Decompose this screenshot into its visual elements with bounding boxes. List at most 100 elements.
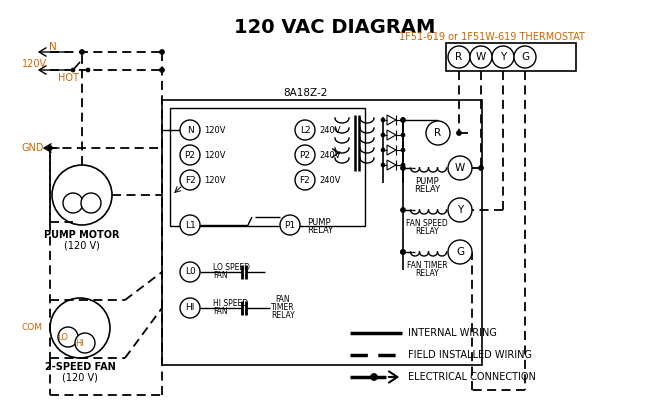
Circle shape xyxy=(381,133,385,137)
Circle shape xyxy=(295,145,315,165)
Circle shape xyxy=(371,373,377,380)
Circle shape xyxy=(401,249,405,254)
Circle shape xyxy=(71,68,75,72)
Text: LO SPEED: LO SPEED xyxy=(213,262,250,272)
Text: PUMP MOTOR: PUMP MOTOR xyxy=(44,230,120,240)
Text: TIMER: TIMER xyxy=(271,303,295,313)
Circle shape xyxy=(63,193,83,213)
Text: L1: L1 xyxy=(185,220,196,230)
Text: W: W xyxy=(455,163,465,173)
Circle shape xyxy=(180,145,200,165)
Circle shape xyxy=(448,240,472,264)
Text: RELAY: RELAY xyxy=(415,269,439,277)
Text: P2: P2 xyxy=(299,150,310,160)
Text: INTERNAL WIRING: INTERNAL WIRING xyxy=(408,328,497,338)
Circle shape xyxy=(381,148,385,152)
Bar xyxy=(170,108,365,226)
Circle shape xyxy=(52,165,112,225)
Polygon shape xyxy=(387,145,396,155)
Text: HI SPEED: HI SPEED xyxy=(213,298,248,308)
Polygon shape xyxy=(387,130,396,140)
Text: HOT: HOT xyxy=(58,73,78,83)
Text: R: R xyxy=(434,128,442,138)
Text: 120V: 120V xyxy=(22,59,47,69)
Text: 8A18Z-2: 8A18Z-2 xyxy=(283,88,327,98)
Circle shape xyxy=(381,118,385,122)
Text: RELAY: RELAY xyxy=(414,184,440,194)
Circle shape xyxy=(80,49,84,54)
Bar xyxy=(162,100,482,365)
Text: (120 V): (120 V) xyxy=(62,372,98,382)
Text: 1F51-619 or 1F51W-619 THERMOSTAT: 1F51-619 or 1F51W-619 THERMOSTAT xyxy=(399,32,585,42)
Text: ELECTRICAL CONNECTION: ELECTRICAL CONNECTION xyxy=(408,372,536,382)
Circle shape xyxy=(180,215,200,235)
Circle shape xyxy=(401,249,405,254)
Circle shape xyxy=(448,46,470,68)
Text: F2: F2 xyxy=(185,176,196,184)
Circle shape xyxy=(50,298,110,358)
Circle shape xyxy=(448,198,472,222)
Text: 120V: 120V xyxy=(204,176,226,184)
Text: FAN: FAN xyxy=(213,271,228,279)
Text: FAN TIMER: FAN TIMER xyxy=(407,261,448,269)
Text: G: G xyxy=(521,52,529,62)
Text: Y: Y xyxy=(500,52,506,62)
Text: 240V: 240V xyxy=(319,150,340,160)
Circle shape xyxy=(456,130,462,135)
Text: RELAY: RELAY xyxy=(271,311,295,321)
Text: 120 VAC DIAGRAM: 120 VAC DIAGRAM xyxy=(234,18,436,37)
Circle shape xyxy=(401,133,405,137)
Circle shape xyxy=(159,49,165,54)
Circle shape xyxy=(58,327,78,347)
Circle shape xyxy=(401,118,405,122)
Text: P1: P1 xyxy=(285,220,295,230)
Text: PUMP: PUMP xyxy=(307,217,330,227)
Bar xyxy=(446,43,576,71)
Text: 120V: 120V xyxy=(204,126,226,134)
Text: F2: F2 xyxy=(299,176,310,184)
Text: GND: GND xyxy=(22,143,44,153)
Circle shape xyxy=(401,166,405,171)
Text: R: R xyxy=(456,52,462,62)
Circle shape xyxy=(295,120,315,140)
Text: HI: HI xyxy=(76,339,84,347)
Circle shape xyxy=(401,207,405,212)
Text: FIELD INSTALLED WIRING: FIELD INSTALLED WIRING xyxy=(408,350,532,360)
Circle shape xyxy=(48,145,52,150)
Text: 240V: 240V xyxy=(319,176,340,184)
Circle shape xyxy=(159,67,165,72)
Polygon shape xyxy=(387,160,396,170)
Circle shape xyxy=(180,170,200,190)
Text: N: N xyxy=(187,126,194,134)
Text: PUMP: PUMP xyxy=(415,176,439,186)
Circle shape xyxy=(180,262,200,282)
Circle shape xyxy=(401,117,405,122)
Circle shape xyxy=(401,163,405,167)
Text: L0: L0 xyxy=(185,267,196,277)
Text: FAN: FAN xyxy=(213,307,228,316)
Circle shape xyxy=(81,193,101,213)
Circle shape xyxy=(180,298,200,318)
Text: HI: HI xyxy=(186,303,195,313)
Text: 120V: 120V xyxy=(204,150,226,160)
Circle shape xyxy=(514,46,536,68)
Text: N: N xyxy=(49,42,57,52)
Circle shape xyxy=(86,68,90,72)
Circle shape xyxy=(426,121,450,145)
Text: RELAY: RELAY xyxy=(415,227,439,235)
Circle shape xyxy=(448,156,472,180)
Circle shape xyxy=(478,166,484,171)
Text: RELAY: RELAY xyxy=(307,225,333,235)
Circle shape xyxy=(401,148,405,152)
Text: FAN SPEED: FAN SPEED xyxy=(406,218,448,228)
Polygon shape xyxy=(387,115,396,125)
Circle shape xyxy=(180,120,200,140)
Circle shape xyxy=(280,215,300,235)
Text: L2: L2 xyxy=(299,126,310,134)
Circle shape xyxy=(75,333,95,353)
Circle shape xyxy=(381,163,385,167)
Text: P2: P2 xyxy=(184,150,196,160)
Circle shape xyxy=(470,46,492,68)
Text: G: G xyxy=(456,247,464,257)
Circle shape xyxy=(295,170,315,190)
